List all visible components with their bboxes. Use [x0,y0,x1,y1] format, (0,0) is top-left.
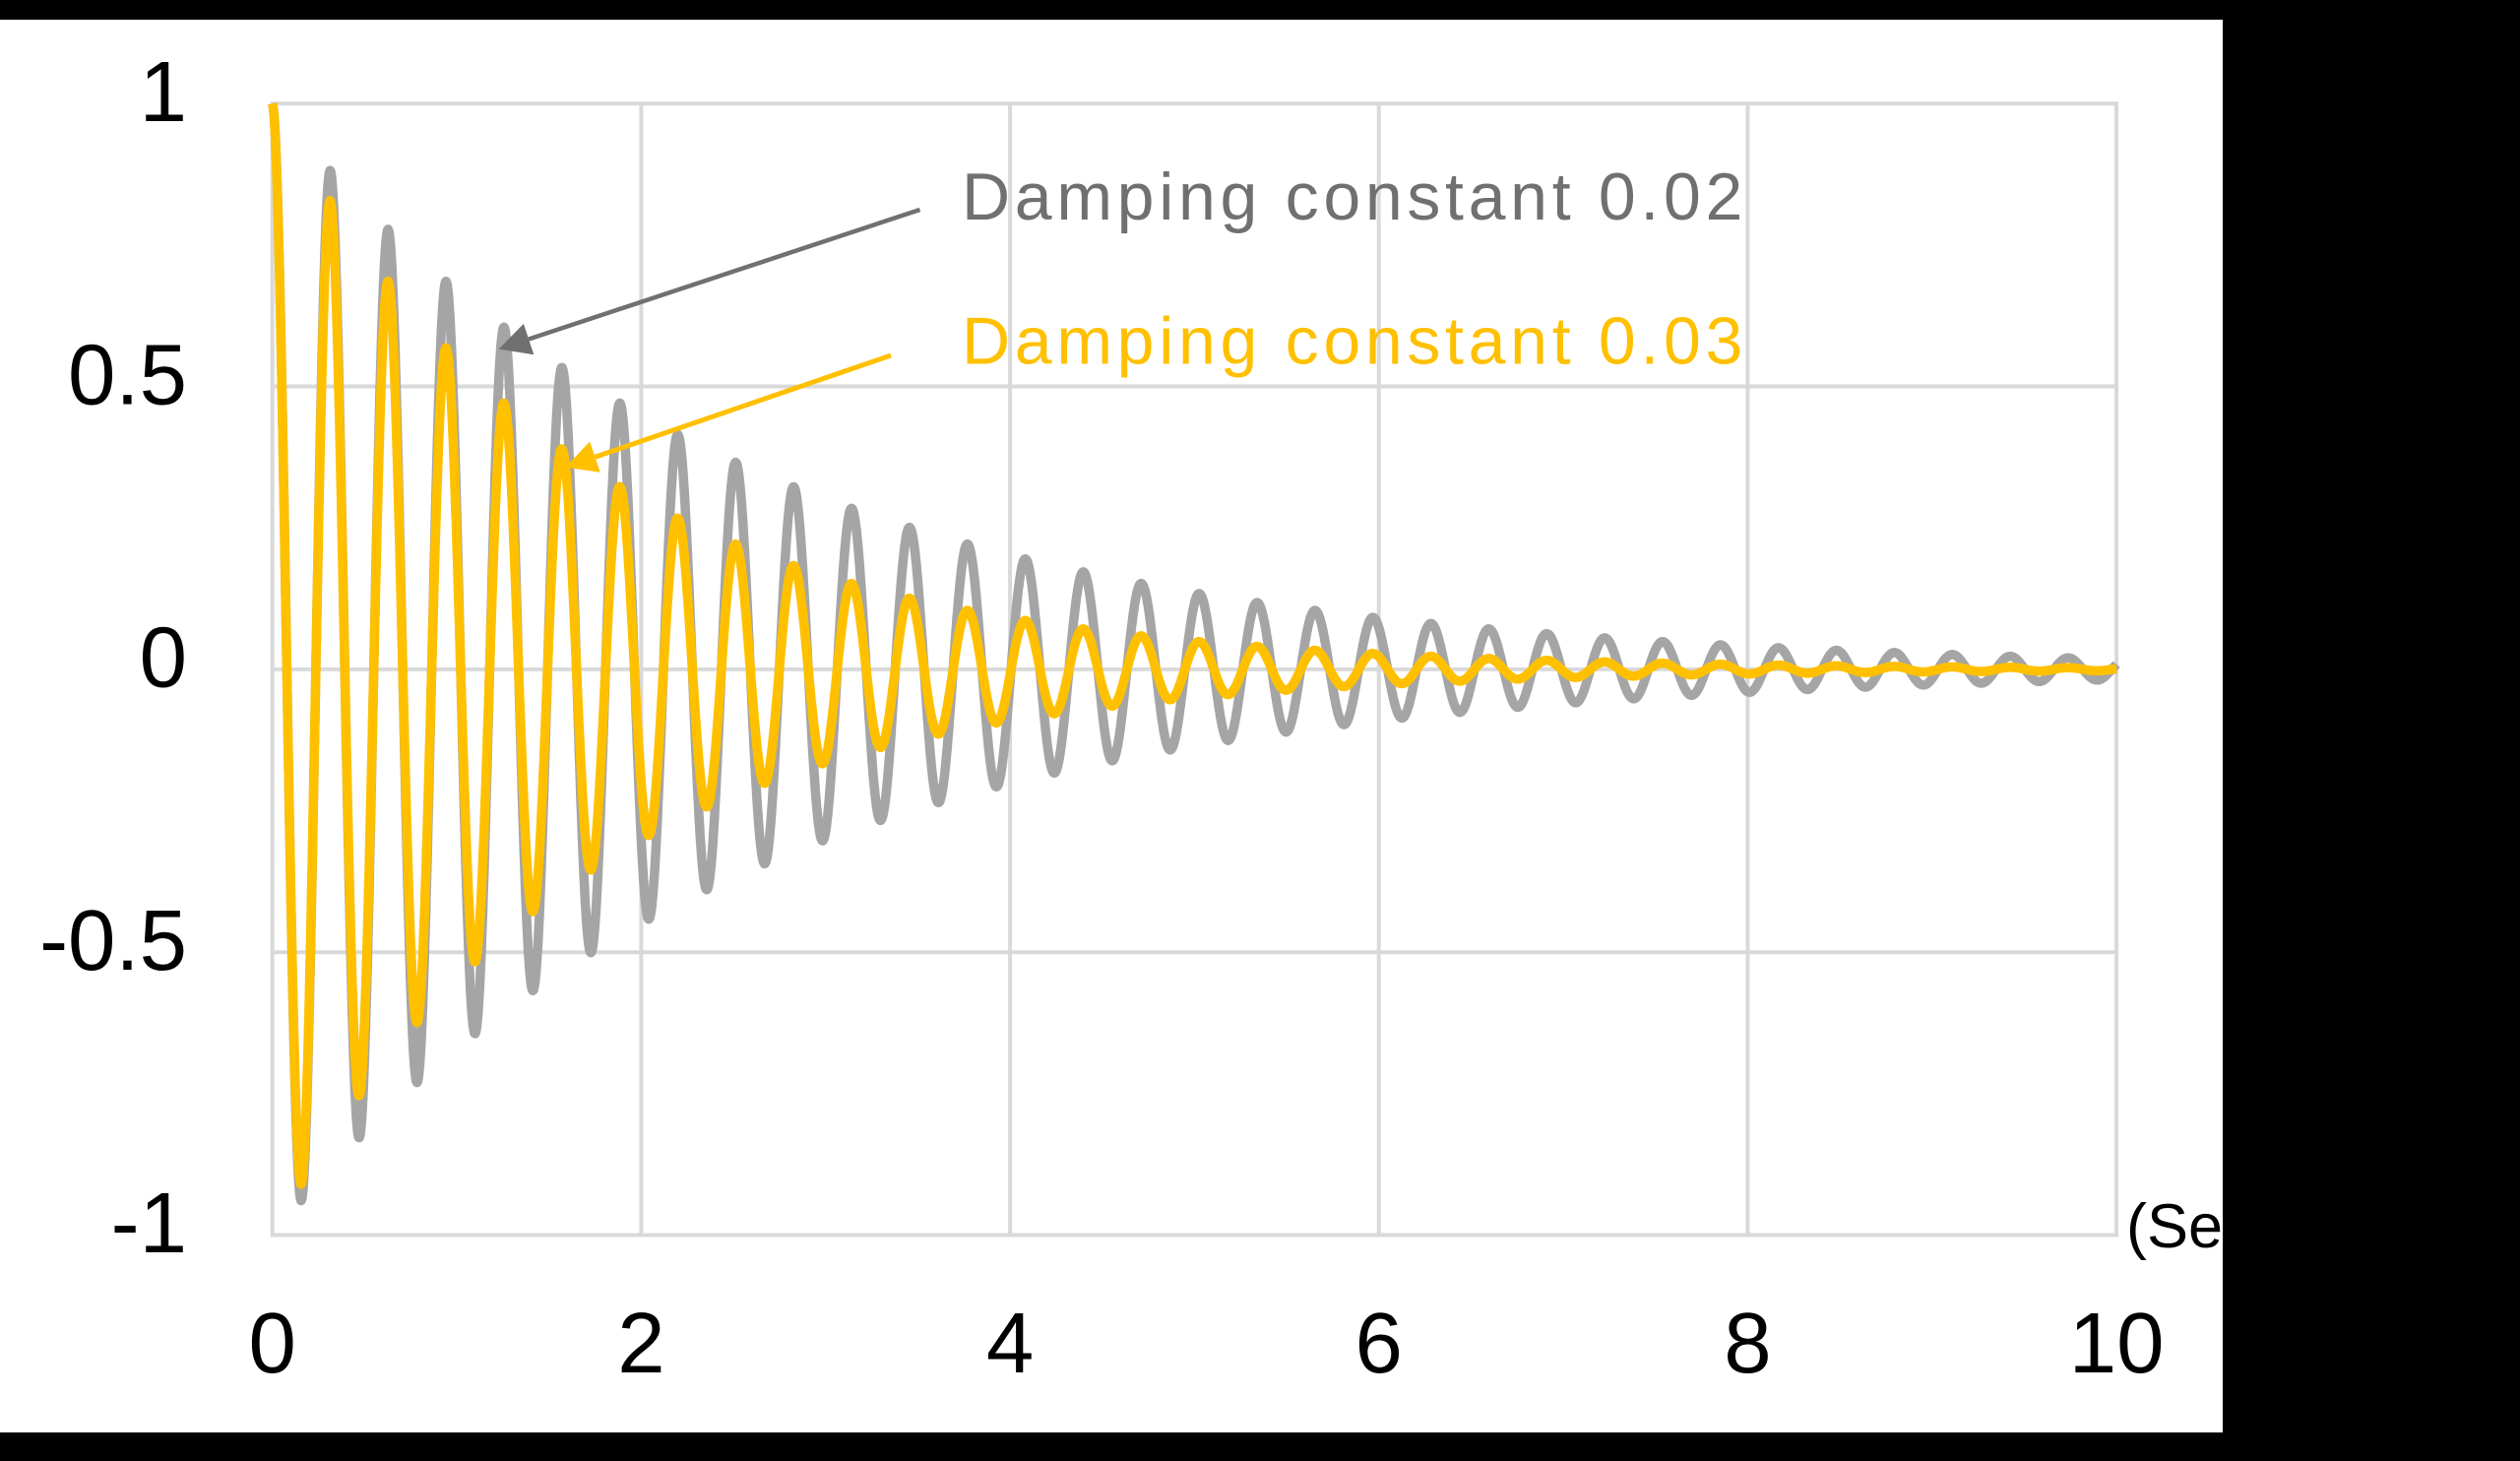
svg-text:1: 1 [140,44,187,140]
svg-text:8: 8 [1724,1296,1771,1391]
svg-text:6: 6 [1355,1296,1403,1391]
svg-text:4: 4 [986,1296,1034,1391]
svg-text:0: 0 [249,1296,296,1391]
svg-text:0: 0 [140,610,187,706]
svg-text:0.5: 0.5 [68,327,187,422]
svg-text:2: 2 [617,1296,664,1391]
svg-text:Damping constant 0.02: Damping constant 0.02 [962,159,1747,234]
svg-text:10: 10 [2069,1296,2165,1391]
svg-text:(Sec): (Sec) [2126,1192,2275,1261]
svg-text:-0.5: -0.5 [39,893,187,988]
svg-text:Damping constant 0.03: Damping constant 0.03 [962,304,1747,379]
svg-text:-1: -1 [111,1175,187,1271]
